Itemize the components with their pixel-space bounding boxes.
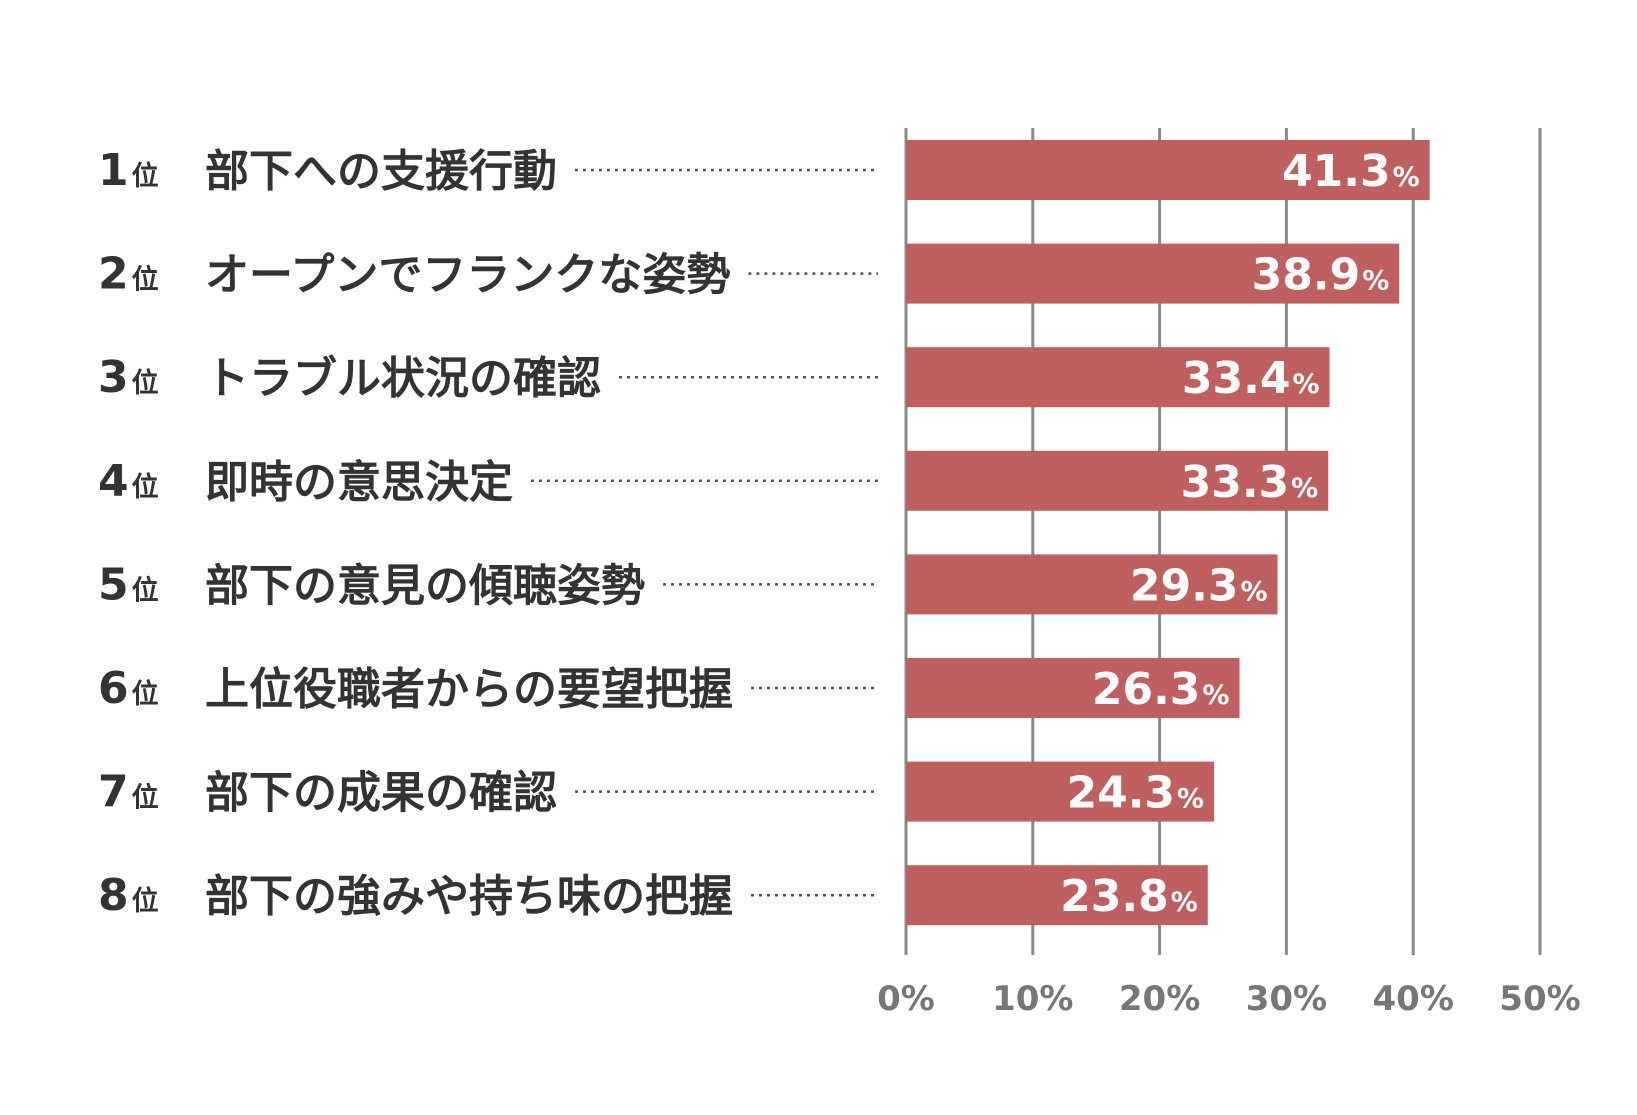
x-tick-label: 50% (1499, 979, 1580, 1019)
x-tick-label: 30% (1246, 979, 1327, 1019)
x-tick-label: 10% (992, 979, 1073, 1019)
category-label: オープンでフランクな姿勢 (205, 250, 730, 301)
bar-value-label: 33.3% (1181, 457, 1319, 508)
bar-value-label: 24.3% (1066, 768, 1204, 819)
x-tick-label: 20% (1119, 979, 1200, 1019)
bar (906, 761, 1215, 822)
bar (906, 554, 1278, 615)
bar (906, 450, 1329, 511)
bar-value-label: 33.4% (1182, 353, 1320, 404)
bar-value-label: 41.3% (1282, 146, 1420, 197)
category-label: 部下の成果の確認 (205, 768, 557, 819)
bar-value-label: 38.9% (1252, 250, 1390, 301)
label-layer: 1 位部下への支援行動 2 位オープンでフランクな姿勢 3 位トラブル状況の確認 4 位即時の… (98, 145, 878, 922)
bar (906, 347, 1330, 408)
category-label: 部下への支援行動 (205, 146, 557, 197)
bar-value-label: 26.3% (1092, 664, 1230, 715)
category-label: 部下の意見の傾聴姿勢 (205, 560, 645, 611)
bar (906, 865, 1208, 926)
bar (906, 243, 1400, 304)
bar-value-label: 29.3% (1130, 560, 1268, 611)
bar-layer: 41.3% 38.9% 33.4% 33.3% 29.3% 26.3% 24.3% 23.8% (906, 140, 1430, 926)
bar (906, 658, 1240, 718)
x-tick-label: 40% (1373, 979, 1454, 1019)
x-axis-ticks: 0% 10% 20% 30% 40% 50% (877, 979, 1581, 1019)
category-label: 部下の強みや持ち味の把握 (205, 871, 733, 922)
category-label: 即時の意思決定 (205, 457, 513, 508)
bar (906, 140, 1430, 200)
bar-value-label: 23.8% (1060, 871, 1198, 922)
x-tick-label: 0% (877, 979, 935, 1019)
category-label: トラブル状況の確認 (205, 353, 601, 404)
category-label: 上位役職者からの要望把握 (205, 664, 733, 715)
